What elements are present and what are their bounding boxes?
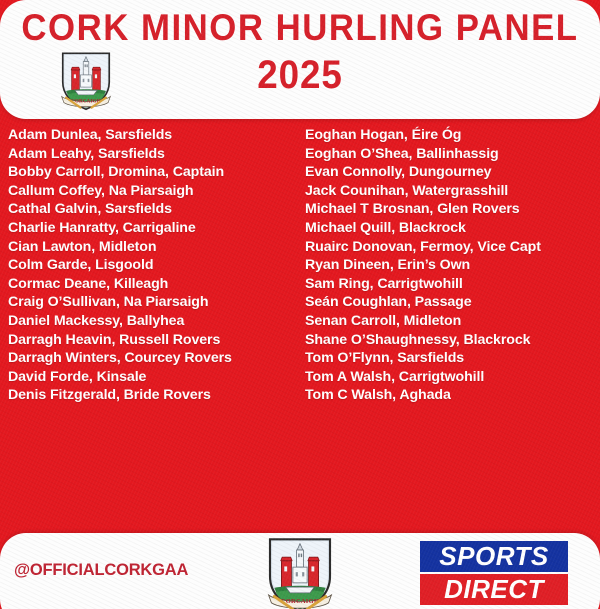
player-name: Callum Coffey, Na Piarsaigh	[8, 182, 194, 199]
sports-direct-line2: DIRECT	[420, 574, 568, 605]
page-year: 2025	[257, 53, 343, 97]
svg-text:CORCAIGH: CORCAIGH	[281, 598, 319, 605]
player-name: Eoghan O’Shea, Ballinhassig	[305, 145, 499, 162]
social-handle[interactable]: @OFFICIALCORKGAA	[14, 560, 189, 579]
player-name: Daniel Mackessy, Ballyhea	[8, 312, 185, 329]
player-name: Ryan Dineen, Erin’s Own	[305, 257, 471, 274]
player-name: Adam Leahy, Sarsfields	[8, 145, 165, 162]
player-column-right: Eoghan Hogan, Éire Óg Eoghan O’Shea, Bal…	[305, 126, 600, 405]
header-panel: CORK MINOR HURLING PANEL 2025	[0, 0, 600, 119]
player-name: Michael T Brosnan, Glen Rovers	[305, 201, 520, 218]
player-name: Tom C Walsh, Aghada	[305, 387, 451, 404]
cork-gaa-crest-icon: CORCAIGH	[264, 535, 336, 609]
player-name: Evan Connolly, Dungourney	[305, 164, 492, 181]
footer-panel: @OFFICIALCORKGAA	[0, 533, 600, 609]
player-name: Tom O’Flynn, Sarsfields	[305, 350, 465, 367]
player-panel: Adam Dunlea, Sarsfields Adam Leahy, Sars…	[0, 126, 600, 526]
player-name: Eoghan Hogan, Éire Óg	[305, 127, 462, 143]
player-column-left: Adam Dunlea, Sarsfields Adam Leahy, Sars…	[8, 126, 302, 405]
player-name: Cian Lawton, Midleton	[8, 238, 157, 255]
player-name: Darragh Winters, Courcey Rovers	[8, 350, 232, 367]
player-name: Shane O’Shaughnessy, Blackrock	[305, 331, 531, 348]
player-name: Sam Ring, Carrigtwohill	[305, 275, 463, 292]
player-name: Senan Carroll, Midleton	[305, 312, 462, 329]
page-title: CORK MINOR HURLING PANEL	[21, 7, 579, 48]
player-name: David Forde, Kinsale	[8, 368, 147, 385]
player-name: Bobby Carroll, Dromina, Captain	[8, 164, 225, 181]
player-name: Seán Coughlan, Passage	[305, 294, 472, 311]
player-name: Cormac Deane, Killeagh	[8, 275, 169, 292]
cork-gaa-crest-icon: CORCAIGH	[58, 50, 114, 112]
player-name: Cathal Galvin, Sarsfields	[8, 201, 172, 218]
player-name: Adam Dunlea, Sarsfields	[8, 127, 173, 143]
player-name: Jack Counihan, Watergrasshill	[305, 182, 509, 199]
player-name: Colm Garde, Lisgoold	[8, 257, 154, 274]
sports-direct-line1: SPORTS	[420, 541, 568, 572]
player-name: Tom A Walsh, Carrigtwohill	[305, 368, 485, 385]
player-name: Denis Fitzgerald, Bride Rovers	[8, 387, 211, 404]
svg-text:CORCAIGH: CORCAIGH	[71, 100, 101, 105]
player-name: Charlie Hanratty, Carrigaline	[8, 219, 196, 236]
sports-direct-logo[interactable]: SPORTS DIRECT	[420, 541, 568, 605]
player-name: Craig O’Sullivan, Na Piarsaigh	[8, 294, 209, 311]
player-name: Michael Quill, Blackrock	[305, 219, 466, 236]
player-name: Darragh Heavin, Russell Rovers	[8, 331, 221, 348]
player-name: Ruairc Donovan, Fermoy, Vice Capt	[305, 238, 541, 255]
